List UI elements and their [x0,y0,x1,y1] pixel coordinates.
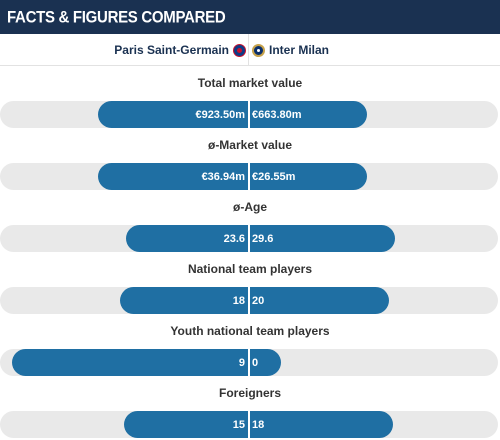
home-value: €923.50m [195,108,245,121]
stat-national-team-players: National team players 18 20 [0,252,500,314]
away-bar: 18 [249,411,393,438]
away-bar: 29.6 [249,225,395,252]
away-value: 0 [252,356,259,369]
stat-track: 9 0 [0,349,498,376]
away-bar: 0 [249,349,281,376]
home-bar: €36.94m [98,163,249,190]
stat-track: €36.94m €26.55m [0,163,498,190]
stat-label: ø-Market value [207,138,293,152]
stat-label: Youth national team players [170,324,330,338]
away-value: €663.80m [252,108,302,121]
home-club[interactable]: Paris Saint-Germain [114,41,246,59]
stat-track: €923.50m €663.80m [0,101,498,128]
away-bar: €663.80m [249,101,367,128]
facts-header: FACTS & FIGURES COMPARED [0,0,500,34]
home-value: 23.6 [223,232,245,245]
club-divider [248,34,249,65]
stat-track: 23.6 29.6 [0,225,498,252]
away-bar: 20 [249,287,389,314]
home-value: 15 [232,418,245,431]
home-bar: 18 [120,287,249,314]
stat-total-market-value: Total market value €923.50m €663.80m [0,66,500,128]
bar-separator [248,287,250,314]
home-bar: 15 [124,411,249,438]
home-bar: 9 [12,349,249,376]
home-bar: 23.6 [126,225,249,252]
bar-separator [248,225,250,252]
inter-crest-icon [252,43,265,57]
header-title: FACTS & FIGURES COMPARED [7,7,226,27]
away-club-name: Inter Milan [269,43,330,57]
bar-separator [248,411,250,438]
away-bar: €26.55m [249,163,367,190]
stat-youth-national-team-players: Youth national team players 9 0 [0,314,500,376]
home-value: 18 [232,294,245,307]
home-value: 9 [238,356,245,369]
stat-label: ø-Age [233,200,267,214]
stat-label: Total market value [197,76,303,90]
club-names-row: Paris Saint-Germain Inter Milan [0,34,500,66]
away-value: 20 [252,294,265,307]
bar-separator [248,101,250,128]
psg-crest-icon [233,43,246,57]
stat-average-age: ø-Age 23.6 29.6 [0,190,500,252]
away-value: 29.6 [252,232,274,245]
stat-average-market-value: ø-Market value €36.94m €26.55m [0,128,500,190]
stat-label: National team players [187,262,313,276]
home-value: €36.94m [201,170,245,183]
home-bar: €923.50m [98,101,249,128]
stat-track: 15 18 [0,411,498,438]
away-value: €26.55m [252,170,296,183]
stat-track: 18 20 [0,287,498,314]
stat-label: Foreigners [218,386,281,400]
home-club-name: Paris Saint-Germain [114,43,229,57]
away-club[interactable]: Inter Milan [252,41,329,59]
away-value: 18 [252,418,265,431]
stat-foreigners: Foreigners 15 18 [0,376,500,438]
bar-separator [248,349,250,376]
bar-separator [248,163,250,190]
